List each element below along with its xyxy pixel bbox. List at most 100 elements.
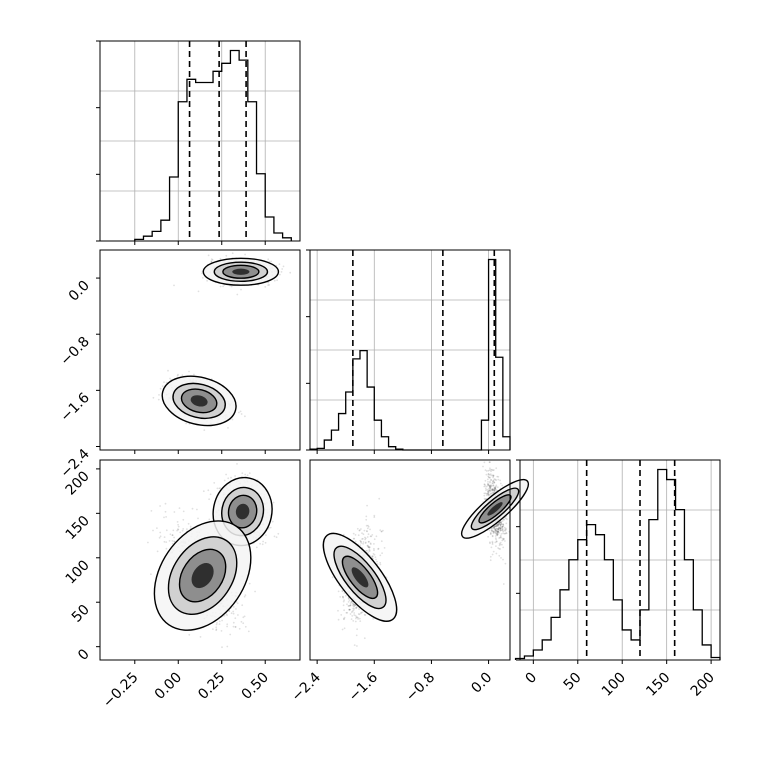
sample-point — [279, 273, 281, 276]
sample-point — [497, 530, 499, 533]
sample-point — [497, 530, 499, 533]
sample-point — [497, 528, 499, 530]
sample-point — [494, 529, 497, 531]
sample-point — [353, 537, 356, 540]
sample-point — [495, 467, 498, 470]
sample-point — [171, 542, 174, 545]
sample-point — [366, 504, 368, 507]
sample-point — [498, 547, 501, 550]
sample-point — [494, 486, 497, 488]
sample-point — [487, 473, 490, 475]
sample-point — [201, 272, 204, 275]
sample-point — [494, 528, 497, 531]
sample-point — [353, 608, 356, 610]
sample-point — [345, 594, 347, 597]
sample-point — [482, 465, 484, 468]
sample-point — [169, 533, 172, 536]
sample-point — [366, 536, 369, 538]
contour-line — [202, 257, 280, 286]
sample-point — [491, 488, 494, 490]
sample-point — [490, 474, 493, 477]
sample-point — [500, 527, 502, 530]
sample-point — [349, 613, 352, 615]
sample-point — [207, 254, 210, 257]
sample-point — [487, 483, 489, 485]
sample-point — [499, 521, 502, 524]
sample-point — [374, 556, 377, 558]
sample-point — [352, 607, 354, 610]
sample-point — [492, 489, 494, 492]
sample-point — [176, 521, 179, 523]
sample-point — [225, 254, 228, 257]
sample-point — [498, 526, 500, 529]
sample-point — [215, 626, 218, 629]
y-tick-label: 0.0 — [66, 278, 93, 305]
density-fill — [232, 268, 250, 275]
sample-point — [488, 489, 491, 492]
sample-point — [163, 536, 166, 538]
sample-point — [505, 522, 508, 525]
sample-point — [219, 285, 222, 288]
sample-point — [491, 553, 494, 556]
sample-point — [197, 290, 200, 293]
sample-point — [379, 563, 382, 566]
sample-point — [269, 526, 272, 529]
sample-point — [239, 410, 242, 413]
sample-point — [489, 481, 491, 484]
sample-point — [350, 618, 353, 620]
sample-point — [489, 485, 491, 488]
sample-point — [484, 469, 487, 471]
sample-point — [360, 542, 363, 544]
sample-point — [373, 538, 376, 541]
sample-point — [495, 530, 497, 533]
sample-point — [368, 540, 370, 543]
sample-point — [177, 525, 180, 528]
sample-point — [361, 611, 364, 614]
hist-param-3-bars — [514, 468, 721, 660]
sample-point — [342, 596, 345, 599]
sample-point — [360, 528, 362, 530]
sample-point — [493, 531, 495, 534]
sample-point — [483, 485, 486, 488]
sample-point — [354, 534, 357, 536]
sample-point — [163, 540, 166, 543]
sample-point — [494, 532, 497, 534]
sample-point — [363, 529, 366, 532]
sample-point — [168, 540, 171, 542]
sample-point — [234, 475, 237, 477]
sample-point — [339, 596, 342, 598]
sample-point — [494, 541, 497, 544]
sample-point — [366, 530, 368, 533]
sample-point — [369, 528, 371, 531]
sample-point — [500, 557, 502, 559]
sample-point — [373, 516, 376, 518]
sample-point — [497, 524, 500, 527]
sample-point — [171, 540, 174, 542]
x-tick-label: −2.4 — [289, 669, 324, 704]
sample-point — [492, 469, 494, 472]
sample-point — [501, 526, 504, 529]
sample-point — [186, 528, 188, 530]
sample-point — [356, 527, 359, 530]
sample-point — [498, 537, 500, 539]
sample-point — [345, 611, 348, 614]
sample-point — [502, 525, 504, 527]
sample-point — [486, 494, 488, 497]
sample-point — [489, 488, 492, 491]
sample-point — [500, 521, 503, 523]
sample-point — [237, 614, 239, 616]
sample-point — [492, 484, 495, 487]
sample-point — [490, 492, 493, 494]
sample-point — [376, 560, 378, 563]
sample-point — [493, 481, 496, 484]
sample-point — [163, 381, 165, 384]
contour-line — [213, 261, 269, 282]
sample-point — [232, 612, 235, 615]
sample-point — [362, 533, 365, 536]
sample-point — [496, 534, 498, 537]
sample-point — [498, 523, 500, 525]
sample-point — [356, 645, 358, 647]
sample-point — [157, 398, 160, 401]
sample-point — [490, 485, 492, 488]
sample-point — [207, 489, 210, 492]
